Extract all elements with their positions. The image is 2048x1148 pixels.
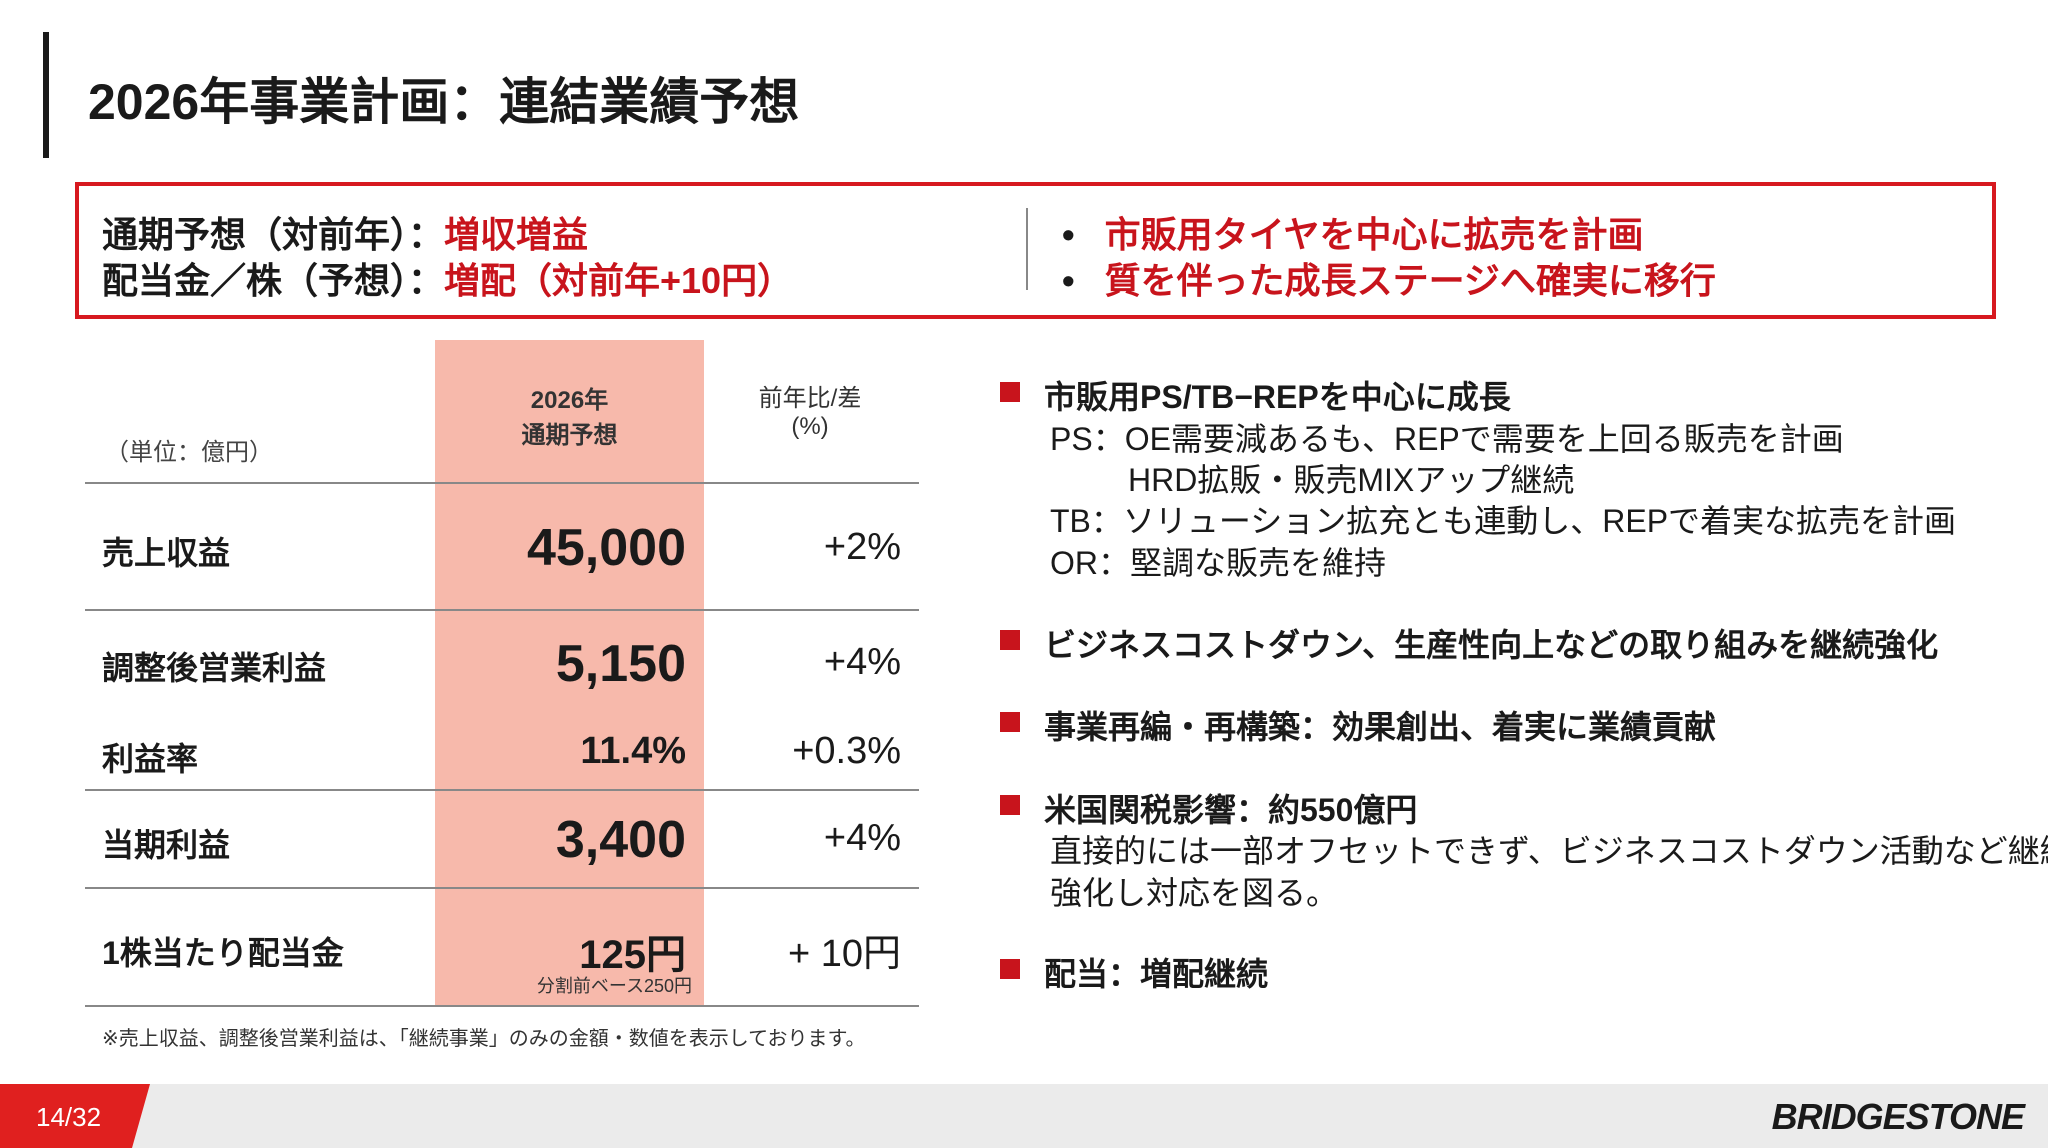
title-accent-bar: [43, 32, 49, 158]
page-number: 14/32: [36, 1102, 102, 1132]
table-divider: [85, 1005, 919, 1007]
row-value: 45,000: [526, 519, 686, 577]
summary-divider: [1026, 208, 1028, 290]
table-divider: [85, 609, 919, 611]
point-line: 強化し対応を図る。: [1050, 875, 1339, 911]
summary-line-2: 配当金／株（予想）：増配（対前年+10円）: [102, 252, 793, 304]
bullet-square-icon: [1000, 795, 1020, 815]
bridgestone-logo: BRIDGESTONE: [1771, 1096, 2025, 1137]
header-line: 前年比/差: [758, 385, 862, 412]
row-label: 当期利益: [102, 827, 231, 863]
row-change: +4%: [823, 641, 901, 683]
row-note: 分割前ベース250円: [536, 976, 692, 996]
page-title: 2026年事業計画：連結業績予想: [88, 74, 800, 130]
summary-box: [75, 182, 1996, 319]
table-divider: [85, 887, 919, 889]
footnote: ※売上収益、調整後営業利益は、「継続事業」のみの金額・数値を表示しております。: [102, 1028, 866, 1050]
table-divider: [85, 482, 919, 484]
summary-value: 増収増益: [444, 214, 589, 255]
change-header: 前年比/差 (%): [720, 378, 900, 441]
point-heading: 事業再編・再構築：効果創出、着実に業績貢献: [1044, 709, 1717, 745]
header-line: (%): [791, 413, 829, 440]
point-heading: ビジネスコストダウン、生産性向上などの取り組みを継続強化: [1044, 627, 1939, 663]
summary-value: 増配（対前年+10円）: [444, 260, 794, 301]
row-change: +0.3%: [792, 730, 901, 772]
bullet-square-icon: [1000, 712, 1020, 732]
summary-line-1: 通期予想（対前年）：増収増益: [102, 206, 588, 258]
point-line: 直接的には一部オフセットできず、ビジネスコストダウン活動など継続: [1050, 833, 2048, 869]
summary-label: 通期予想（対前年）：: [102, 214, 445, 255]
header-line: 2026年: [530, 387, 609, 414]
row-label: 調整後営業利益: [102, 650, 327, 686]
point-line: HRD拡販・販売MIXアップ継続: [1128, 462, 1575, 498]
bullet-square-icon: [1000, 630, 1020, 650]
row-label: 1株当たり配当金: [102, 935, 344, 971]
row-value: 11.4%: [580, 730, 686, 772]
bullet-square-icon: [1000, 959, 1020, 979]
point-heading: 米国関税影響：約550億円: [1044, 792, 1418, 828]
row-value: 125円: [579, 933, 686, 977]
row-change: +2%: [823, 526, 901, 568]
row-label: 売上収益: [102, 535, 231, 571]
bullet-square-icon: [1000, 382, 1020, 402]
unit-label: （単位：億円）: [105, 439, 273, 466]
forecast-column-highlight: [435, 340, 704, 1006]
header-line: 通期予想: [521, 422, 618, 449]
footer: [0, 1084, 2048, 1148]
point-heading: 市販用PS/TB−REPを中心に成長: [1044, 379, 1511, 415]
point-line: PS：OE需要減あるも、REPで需要を上回る販売を計画: [1050, 421, 1844, 457]
page-number-badge: [0, 1084, 150, 1148]
row-label: 利益率: [102, 741, 199, 777]
row-change: + 10円: [787, 933, 901, 975]
point-line: OR：堅調な販売を維持: [1050, 545, 1387, 581]
row-value: 5,150: [555, 635, 686, 693]
summary-bullet: • 市販用タイヤを中心に拡売を計画: [1062, 214, 1644, 255]
table-divider: [85, 789, 919, 791]
row-change: +4%: [823, 817, 901, 859]
summary-bullet: • 質を伴った成長ステージへ確実に移行: [1062, 260, 1716, 301]
point-heading: 配当：増配継続: [1044, 956, 1269, 992]
summary-label: 配当金／株（予想）：: [102, 260, 445, 301]
summary-bullet-text: 質を伴った成長ステージへ確実に移行: [1104, 260, 1716, 301]
point-line: TB：ソリューション拡充とも連動し、REPで着実な拡売を計画: [1050, 503, 1957, 539]
forecast-header: 2026年通期予想: [435, 380, 704, 450]
row-value: 3,400: [555, 811, 686, 869]
summary-bullet-text: 市販用タイヤを中心に拡売を計画: [1104, 214, 1644, 255]
